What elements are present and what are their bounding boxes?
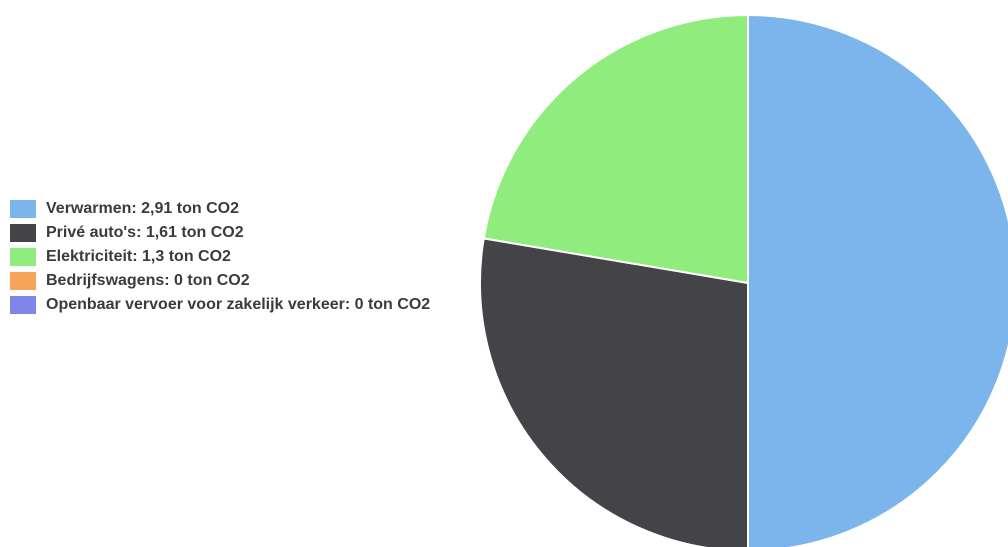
pie-slice-elektriciteit[interactable] [482,14,749,284]
legend-item-bedrijfswagens[interactable]: Bedrijfswagens: 0 ton CO2 [10,269,430,293]
legend-swatch-openbaar-vervoer [10,296,36,314]
legend-swatch-verwarmen [10,200,36,218]
legend-item-openbaar-vervoer[interactable]: Openbaar vervoer voor zakelijk verkeer: … [10,293,430,317]
legend-label-verwarmen: Verwarmen: 2,91 ton CO2 [46,200,239,217]
legend-item-prive-autos[interactable]: Privé auto's: 1,61 ton CO2 [10,221,430,245]
chart-legend: Verwarmen: 2,91 ton CO2 Privé auto's: 1,… [10,197,430,317]
legend-item-elektriciteit[interactable]: Elektriciteit: 1,3 ton CO2 [10,245,430,269]
legend-swatch-elektriciteit [10,248,36,266]
legend-label-elektriciteit: Elektriciteit: 1,3 ton CO2 [46,248,231,265]
pie-slice-verwarmen[interactable] [747,14,1008,547]
legend-swatch-bedrijfswagens [10,272,36,290]
legend-label-bedrijfswagens: Bedrijfswagens: 0 ton CO2 [46,272,250,289]
legend-label-prive-autos: Privé auto's: 1,61 ton CO2 [46,224,244,241]
pie-slice-priv-auto-s[interactable] [479,237,749,547]
legend-label-openbaar-vervoer: Openbaar vervoer voor zakelijk verkeer: … [46,296,431,313]
legend-swatch-prive-autos [10,224,36,242]
pie-slices-group [479,14,1008,547]
legend-item-verwarmen[interactable]: Verwarmen: 2,91 ton CO2 [10,197,430,221]
